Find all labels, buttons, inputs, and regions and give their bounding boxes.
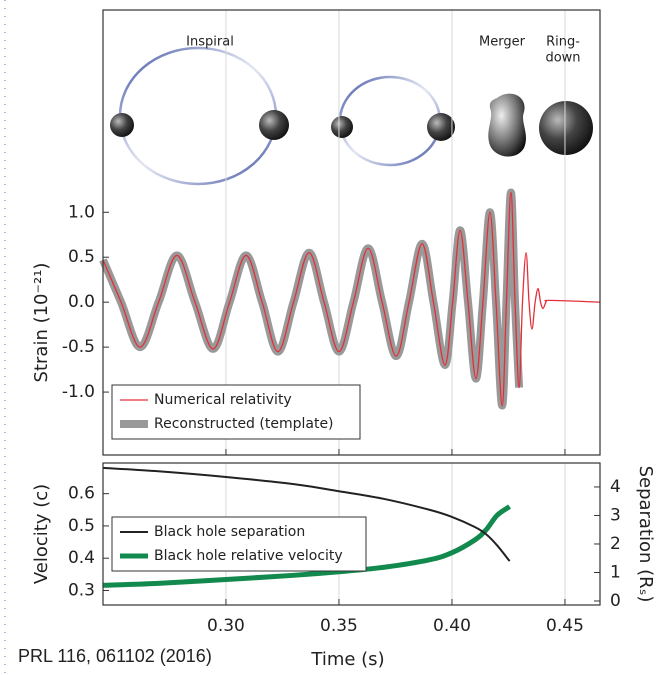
x-tick-label: 0.45 xyxy=(546,616,584,636)
orbit xyxy=(118,46,278,186)
legend-label: Numerical relativity xyxy=(154,392,292,408)
series-line xyxy=(99,188,524,410)
series-line xyxy=(102,191,601,407)
black-hole xyxy=(331,116,353,138)
y-tick-label: 0.5 xyxy=(68,516,95,536)
y-tick-label: -0.5 xyxy=(62,337,95,357)
y-tick-label: 0.3 xyxy=(68,580,95,600)
black-hole xyxy=(259,110,289,140)
y-tick-label: -1.0 xyxy=(62,382,95,402)
legend-label: Black hole relative velocity xyxy=(154,548,343,564)
y2-axis-label: Separation (Rₛ) xyxy=(635,466,656,603)
y2-tick-label: 0 xyxy=(610,591,621,611)
x-axis-label: Time (s) xyxy=(310,649,384,670)
y-tick-label: 0.5 xyxy=(68,247,95,267)
annotation: Inspiral xyxy=(186,35,234,50)
final-black-hole xyxy=(539,101,593,155)
legend-box xyxy=(111,384,361,440)
y-tick-label: 0.4 xyxy=(68,548,95,568)
x-tick-label: 0.30 xyxy=(207,616,245,636)
y-tick-label: 0.0 xyxy=(68,292,95,312)
legend-label: Black hole separation xyxy=(154,524,305,540)
y-tick-label: 0.6 xyxy=(68,484,95,504)
y2-tick-label: 1 xyxy=(610,562,621,582)
annotation: Merger xyxy=(479,35,526,50)
x-tick-label: 0.40 xyxy=(433,616,471,636)
series-line xyxy=(102,504,512,588)
legend-box xyxy=(111,516,367,572)
y2-tick-label: 3 xyxy=(610,505,621,525)
y2-tick-label: 4 xyxy=(610,477,621,497)
y2-tick-label: 2 xyxy=(610,534,621,554)
series-line xyxy=(102,466,511,562)
legend-label: Reconstructed (template) xyxy=(154,416,334,432)
x-tick-label: 0.35 xyxy=(320,616,358,636)
annotation: Ring- xyxy=(546,35,580,50)
annotation: down xyxy=(545,51,580,66)
orbit xyxy=(338,75,442,167)
citation: PRL 116, 061102 (2016) xyxy=(18,646,212,666)
plot-frame xyxy=(102,462,601,606)
y-tick-label: 1.0 xyxy=(68,202,95,222)
y-axis-label: Velocity (c) xyxy=(31,484,52,584)
black-hole xyxy=(110,113,134,137)
plot-frame xyxy=(102,9,601,456)
y-axis-label: Strain (10⁻²¹) xyxy=(31,263,52,383)
merger-remnant xyxy=(488,93,526,157)
illustration xyxy=(110,46,593,186)
black-hole xyxy=(427,113,455,141)
